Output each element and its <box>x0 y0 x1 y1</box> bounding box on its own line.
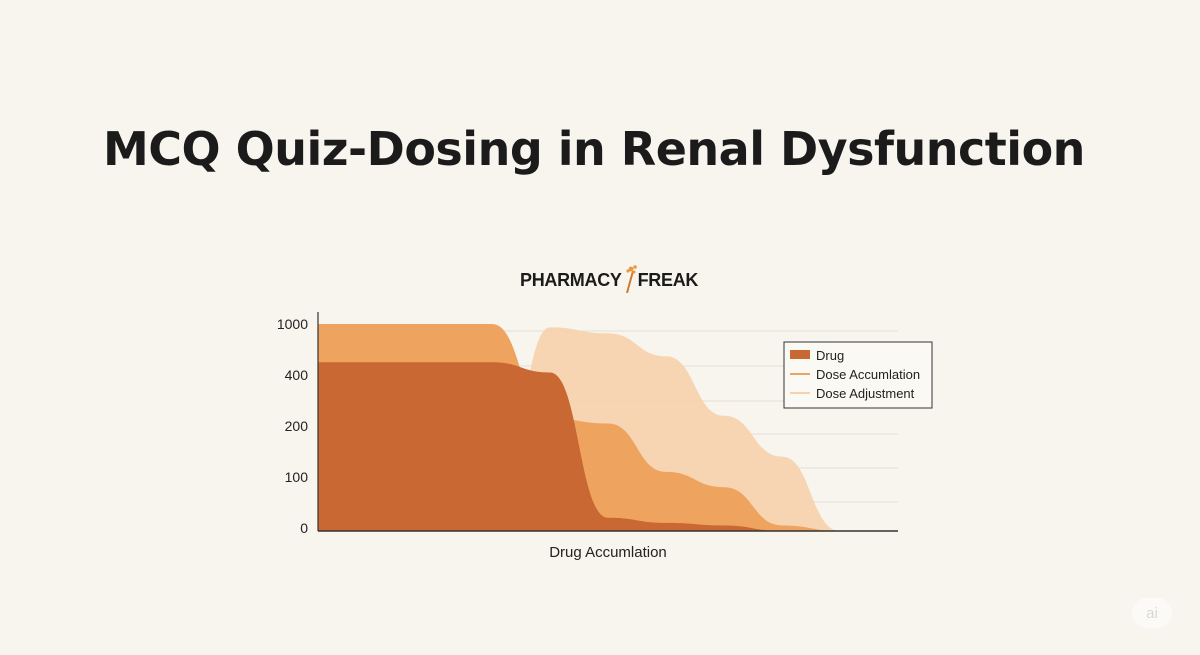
y-tick-label: 400 <box>285 367 309 383</box>
brand-name-left: PHARMACY <box>520 270 622 290</box>
legend-label: Dose Adjustment <box>816 386 915 401</box>
plot-area <box>318 324 898 531</box>
page-title: MCQ Quiz-Dosing in Renal Dysfunction <box>103 122 1085 176</box>
y-tick-label: 100 <box>285 469 309 485</box>
legend: Drug Dose Accumlation Dose Adjustment <box>783 341 933 409</box>
brand-name-right: FREAK <box>637 270 699 290</box>
y-tick-label: 200 <box>285 418 309 434</box>
x-axis-label: Drug Accumlation <box>549 544 667 561</box>
area-drug <box>318 362 898 531</box>
ai-badge: ai <box>1132 598 1172 628</box>
legend-swatch <box>790 350 810 359</box>
legend-label: Dose Accumlation <box>816 367 920 382</box>
y-tick-label: 0 <box>300 520 308 536</box>
legend-label: Drug <box>816 348 844 363</box>
brand-logo: PHARMACY FREAK <box>520 263 699 293</box>
leaf-icon <box>625 265 637 293</box>
y-tick-label: 1000 <box>277 316 308 332</box>
